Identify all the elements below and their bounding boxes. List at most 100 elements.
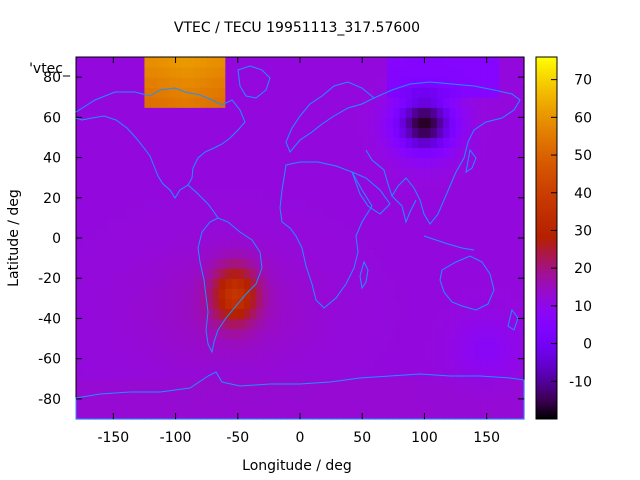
heatmap-cell [156,348,164,360]
heatmap-cell [461,388,469,400]
heatmap-cell [343,197,351,209]
heatmap-cell [132,177,139,189]
coastline-asia [365,81,521,225]
heatmap-cell [200,268,208,279]
heatmap-cell [492,308,500,320]
heatmap-cell [275,207,282,219]
colorbar-tick-label: 0 [583,337,592,353]
heatmap-cell [412,258,419,269]
heatmap-cell [219,288,226,299]
heatmap-cell [393,398,401,410]
heatmap-cell [306,298,314,309]
heatmap-cell [337,268,345,279]
heatmap-cell [100,67,108,78]
heatmap-cell [119,248,127,259]
heatmap-cell [237,388,245,400]
heatmap-cell [368,187,376,199]
heatmap-cell [318,328,326,340]
heatmap-cell [237,117,245,128]
heatmap-cell [88,398,96,410]
heatmap-cell [436,107,444,118]
heatmap-cell [212,378,220,390]
heatmap-cell [132,238,139,249]
heatmap-cell [455,127,463,139]
heatmap-cell [449,278,457,289]
heatmap-cell [113,107,121,118]
heatmap-cell [206,57,214,68]
heatmap-cell [244,358,251,370]
heatmap-cell [324,117,332,128]
heatmap-cell [100,368,108,380]
heatmap-cell [206,97,214,108]
heatmap-cell [393,57,401,68]
heatmap-cell [492,238,500,249]
heatmap-cell [212,348,220,360]
heatmap-cell [293,97,301,108]
colorbar-tick-label: 30 [574,223,592,239]
heatmap-cell [107,308,114,320]
heatmap-cell [119,358,127,370]
heatmap-cell [412,328,419,340]
heatmap-cell [324,157,332,169]
heatmap-cell [219,177,226,189]
heatmap-cell [374,187,382,199]
heatmap-cell [107,388,114,400]
heatmap-cell [393,328,401,340]
heatmap-cell [511,197,519,209]
heatmap-cell [181,248,189,259]
heatmap-cell [443,127,450,139]
heatmap-cell [107,217,114,229]
heatmap-cell [188,57,195,68]
heatmap-cell [138,77,146,88]
heatmap-cell [312,77,320,88]
heatmap-cell [300,278,307,289]
heatmap-cell [306,167,314,179]
heatmap-cell [144,238,152,249]
heatmap-cell [275,398,282,410]
heatmap-cell [281,97,289,108]
heatmap-cell [492,127,500,139]
heatmap-cell [412,227,419,239]
heatmap-cell [231,348,239,360]
heatmap-cell [113,207,121,219]
heatmap-cell [387,147,394,159]
heatmap-cell [175,57,183,68]
heatmap-cell [244,268,251,279]
heatmap-cell [424,248,432,259]
heatmap-cell [331,117,338,128]
heatmap-cell [76,318,83,330]
heatmap-cell [486,167,494,179]
heatmap-cell [331,137,338,149]
heatmap-cell [399,147,407,159]
heatmap-cell [231,238,239,249]
heatmap-cell [324,217,332,229]
heatmap-cell [150,207,158,219]
heatmap-cell [499,227,506,239]
heatmap-cell [436,67,444,78]
heatmap-cell [181,308,189,320]
heatmap-cell [468,248,475,259]
heatmap-cell [200,217,208,229]
heatmap-cell [380,298,388,309]
heatmap-cell [449,117,457,128]
heatmap-cell [387,77,394,88]
heatmap-cell [380,107,388,118]
heatmap-cell [188,318,195,330]
heatmap-cell [244,157,251,169]
heatmap-cell [225,298,233,309]
heatmap-cell [206,217,214,229]
heatmap-cell [337,308,345,320]
heatmap-cell [412,238,419,249]
heatmap-cell [306,127,314,139]
heatmap-cell [225,368,233,380]
heatmap-cell [250,177,258,189]
heatmap-cell [356,408,363,420]
heatmap-cell [399,177,407,189]
heatmap-cell [368,268,376,279]
heatmap-cell [374,368,382,380]
heatmap-cell [486,328,494,340]
heatmap-cell [399,328,407,340]
heatmap-cell [275,177,282,189]
heatmap-cell [356,127,363,139]
heatmap-cell [337,378,345,390]
